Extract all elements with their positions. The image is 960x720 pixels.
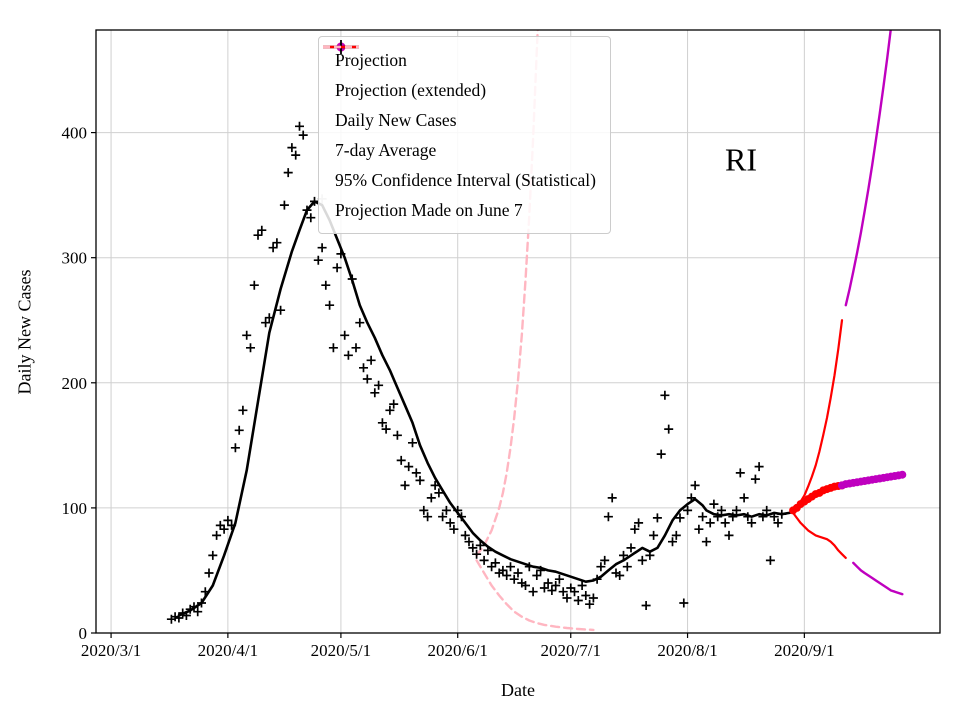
y-tick-labels: 0 100 200 300 400: [62, 124, 88, 643]
series-ci-upper-extended: [844, 30, 892, 307]
series-projection-extended: [838, 470, 907, 490]
legend-label: Projection: [335, 49, 407, 70]
series-ci-lower-extended: [852, 561, 904, 596]
series-ci-lower: [792, 511, 847, 559]
y-tick-label: 200: [62, 374, 88, 393]
x-tick-labels: 2020/3/1 2020/4/1 2020/5/1 2020/6/1 2020/7/1…: [81, 641, 835, 660]
series-daily-new-cases: [166, 121, 787, 624]
y-tick-label: 0: [79, 624, 88, 643]
x-tick-label: 2020/8/1: [657, 641, 717, 660]
legend-item-confidence-interval: 95% Confidence Interval (Statistical): [323, 45, 596, 195]
state-label: RI: [725, 141, 757, 178]
legend-label: Projection Made on June 7: [335, 199, 523, 220]
x-tick-label: 2020/3/1: [81, 641, 141, 660]
axes-frame: [91, 29, 941, 638]
legend: Projection Projection (extended) Daily New…: [318, 36, 611, 234]
legend-label: 7-day Average: [335, 139, 437, 160]
legend-item-june7-projection: Projection Made on June 7: [323, 45, 596, 225]
legend-item-projection-extended: Projection (extended): [327, 42, 596, 105]
legend-item-seven-day-average: 7-day Average: [323, 45, 596, 165]
x-tick-label: 2020/7/1: [541, 641, 601, 660]
legend-item-daily-new-cases: Daily New Cases: [327, 40, 596, 135]
series-seven-day-average: [177, 200, 795, 617]
legend-label: Daily New Cases: [335, 109, 457, 130]
x-tick-label: 2020/5/1: [311, 641, 371, 660]
legend-item-projection: Projection: [327, 42, 596, 75]
y-tick-label: 300: [62, 249, 88, 268]
y-tick-label: 400: [62, 124, 88, 143]
june7-projection-marker-icon: [323, 45, 359, 49]
legend-label: Projection (extended): [335, 79, 487, 100]
legend-label: 95% Confidence Interval (Statistical): [335, 169, 596, 190]
x-tick-label: 2020/6/1: [427, 641, 487, 660]
y-axis-title: Daily New Cases: [14, 269, 35, 395]
x-tick-label: 2020/4/1: [198, 641, 258, 660]
series-projection: [789, 481, 846, 515]
series-ci-upper: [792, 319, 844, 512]
y-tick-label: 100: [62, 499, 88, 518]
x-tick-label: 2020/9/1: [774, 641, 834, 660]
x-axis-title: Date: [501, 680, 535, 700]
series-june7-projection-lower: [475, 559, 595, 632]
